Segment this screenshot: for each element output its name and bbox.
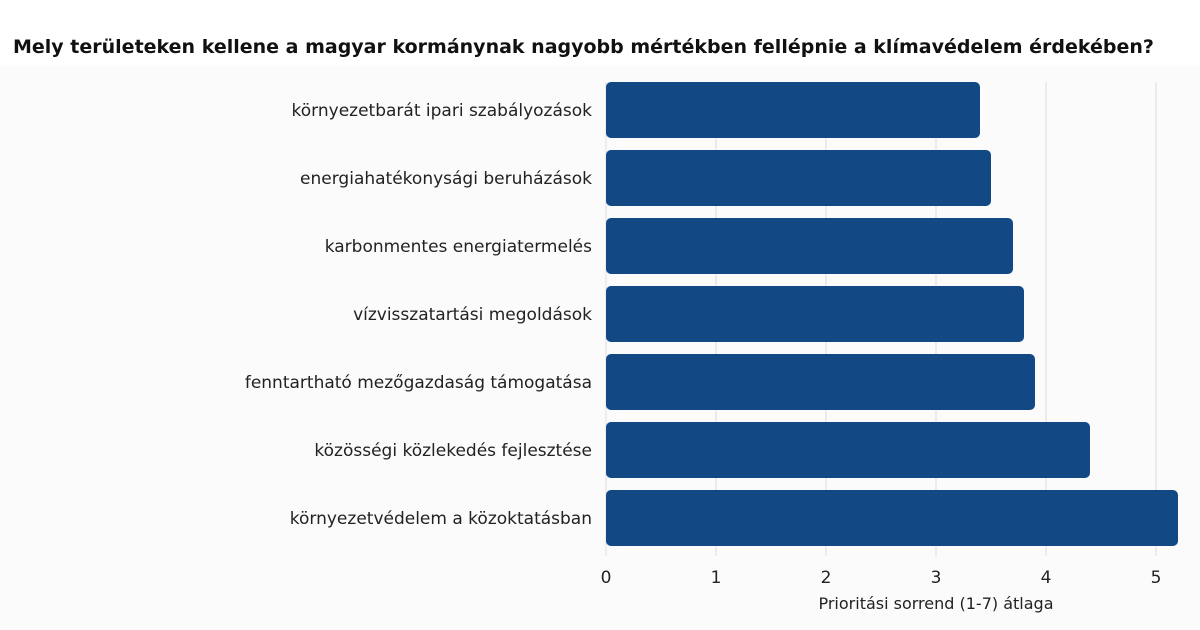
category-label: környezetvédelem a közoktatásban bbox=[290, 509, 592, 529]
bar bbox=[606, 218, 1013, 274]
x-tick-labels: 0 1 2 3 4 5 bbox=[601, 568, 1162, 588]
x-tick-label: 1 bbox=[711, 568, 722, 588]
bar bbox=[606, 354, 1035, 410]
bar bbox=[606, 82, 980, 138]
category-label: fenntartható mezőgazdaság támogatása bbox=[245, 373, 592, 393]
x-axis-title: Prioritási sorrend (1-7) átlaga bbox=[818, 594, 1053, 613]
bar bbox=[606, 286, 1024, 342]
category-label: közösségi közlekedés fejlesztése bbox=[314, 441, 592, 461]
chart-title: Mely területeken kellene a magyar kormán… bbox=[13, 36, 1154, 58]
bar bbox=[606, 150, 991, 206]
x-tick-label: 5 bbox=[1151, 568, 1162, 588]
category-label: vízvisszatartási megoldások bbox=[353, 305, 592, 325]
x-tick-label: 0 bbox=[601, 568, 612, 588]
bar bbox=[606, 422, 1090, 478]
category-label: környezetbarát ipari szabályozások bbox=[292, 101, 593, 121]
x-tick-label: 3 bbox=[931, 568, 942, 588]
category-label: energiahatékonysági beruházások bbox=[300, 169, 592, 189]
bars bbox=[606, 82, 1178, 546]
category-label: karbonmentes energiatermelés bbox=[325, 237, 592, 257]
bar bbox=[606, 490, 1178, 546]
category-labels: környezetbarát ipari szabályozások energi… bbox=[245, 101, 592, 529]
x-tick-label: 2 bbox=[821, 568, 832, 588]
x-tick-label: 4 bbox=[1041, 568, 1052, 588]
